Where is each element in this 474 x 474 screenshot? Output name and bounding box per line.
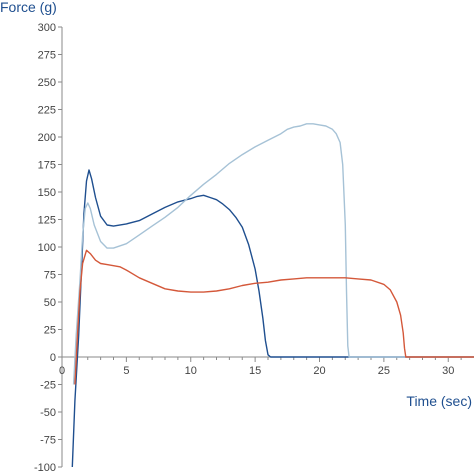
series-line-2 bbox=[72, 123, 474, 385]
y-tick-label: 300 bbox=[38, 22, 56, 34]
series-layer bbox=[71, 123, 474, 468]
y-tick-label: 50 bbox=[44, 297, 56, 309]
series-line-3 bbox=[74, 249, 474, 385]
y-tick-label: -100 bbox=[34, 462, 56, 474]
x-tick-label: 30 bbox=[442, 365, 454, 377]
y-tick-label: 175 bbox=[38, 160, 56, 172]
y-tick-label: -75 bbox=[40, 435, 56, 447]
y-tick-label: 225 bbox=[38, 105, 56, 117]
x-tick-label: 15 bbox=[249, 365, 261, 377]
x-tick-label: 20 bbox=[313, 365, 325, 377]
y-tick-label: 25 bbox=[44, 325, 56, 337]
y-tick-label: -25 bbox=[40, 380, 56, 392]
y-tick-label: 75 bbox=[44, 270, 56, 282]
y-tick-label: 0 bbox=[50, 352, 56, 364]
y-tick-label: 100 bbox=[38, 242, 56, 254]
y-tick-label: 125 bbox=[38, 215, 56, 227]
y-tick-label: 275 bbox=[38, 50, 56, 62]
x-tick-label: 10 bbox=[185, 365, 197, 377]
x-tick-label: 25 bbox=[378, 365, 390, 377]
x-tick-label: 0 bbox=[59, 365, 65, 377]
y-tick-label: 250 bbox=[38, 77, 56, 89]
y-axis-title: Force (g) bbox=[0, 0, 57, 15]
y-tick-label: 150 bbox=[38, 187, 56, 199]
series-line-1 bbox=[71, 169, 474, 468]
y-tick-label: 200 bbox=[38, 132, 56, 144]
x-axis-title: Time (sec) bbox=[406, 393, 472, 409]
y-tick-label: -50 bbox=[40, 407, 56, 419]
x-tick-label: 5 bbox=[123, 365, 129, 377]
tick-labels: 3002752502252001751501251007550250-25-50… bbox=[34, 22, 454, 474]
